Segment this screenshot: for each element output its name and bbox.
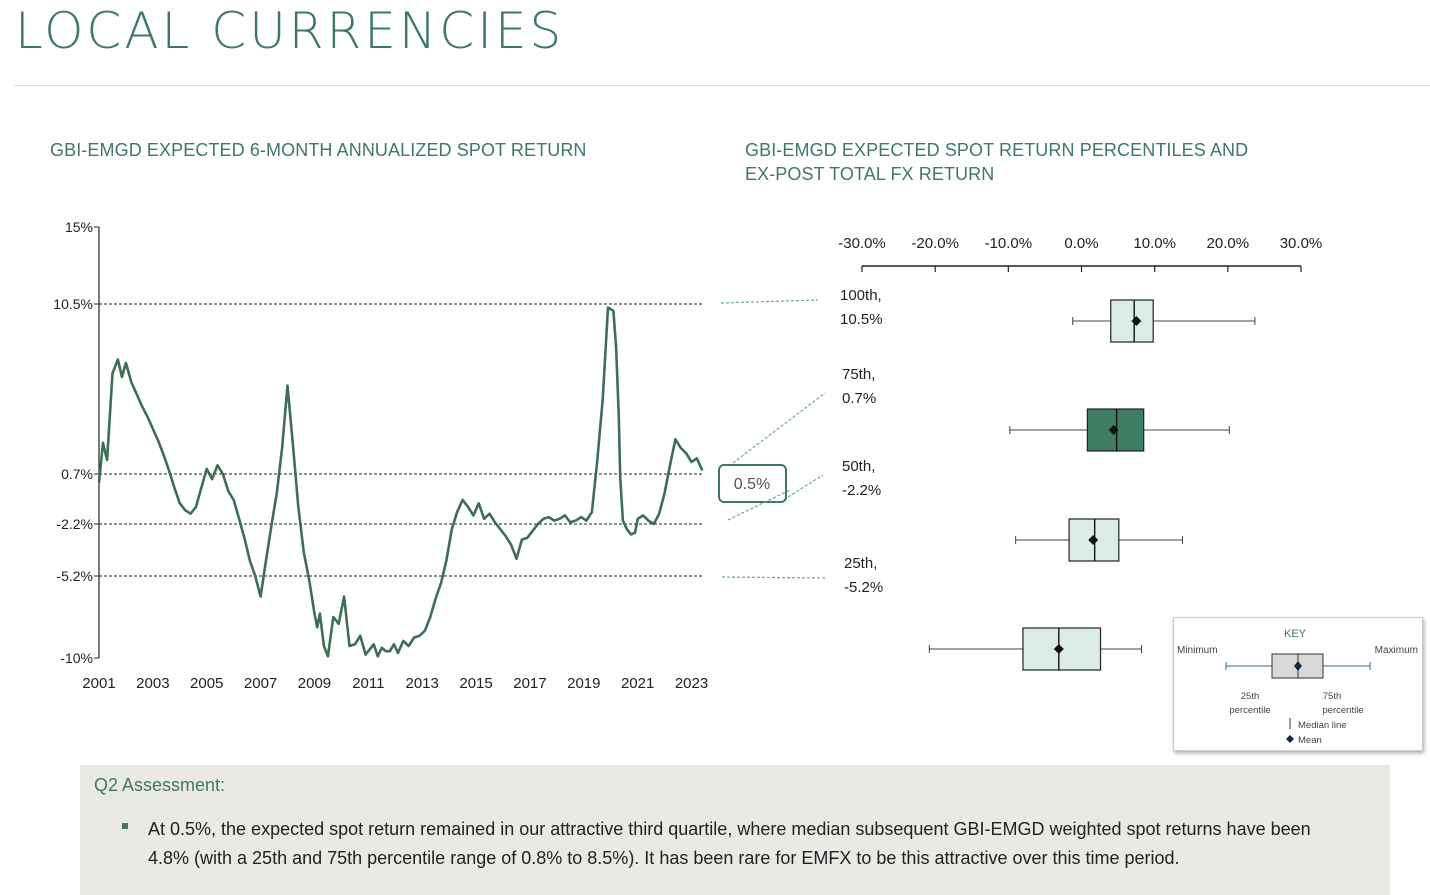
percentile-label: 50th,	[842, 458, 875, 475]
boxplot-row: 25th, -5.2%	[844, 555, 1142, 671]
boxplot-x-tick-label: -20.0%	[911, 235, 959, 252]
boxplot-x-tick-label: 30.0%	[1280, 235, 1323, 252]
y-tick-label: -10%	[60, 650, 93, 666]
key-title: KEY	[1284, 628, 1307, 640]
key-75th-percentile-label: percentile	[1322, 705, 1363, 716]
mean-marker	[1108, 425, 1119, 435]
current-value-label: 0.5%	[734, 476, 770, 493]
boxplot-x-tick-label: -10.0%	[985, 235, 1033, 252]
key-minimum-label: Minimum	[1177, 645, 1218, 656]
x-tick-label: 2007	[244, 675, 277, 692]
boxplot-key-canvas: KEY Minimum Maximum 25th percentile 75th perce…	[1177, 628, 1418, 746]
bullet-marker	[122, 823, 128, 829]
connector-50th-lower	[727, 489, 791, 521]
key-mean-sample	[1286, 735, 1294, 743]
boxplot-row: 50th, -2.2%	[842, 458, 1183, 562]
boxplot-key: KEY Minimum Maximum 25th percentile 75th perce…	[1173, 617, 1423, 751]
connector-50th	[787, 474, 824, 498]
y-tick-label: -2.2%	[56, 516, 93, 532]
y-tick-label: 15%	[65, 219, 93, 235]
percentile-value-label: -5.2%	[844, 579, 883, 596]
line-chart-title: GBI-EMGD EXPECTED 6-MONTH ANNUALIZED SPO…	[50, 138, 587, 162]
boxplot-x-tick-label: 0.0%	[1064, 235, 1098, 252]
percentile-label: 25th,	[844, 555, 877, 572]
connector-100th	[720, 299, 819, 304]
x-tick-label: 2017	[513, 675, 546, 692]
mean-marker	[1088, 535, 1099, 545]
line-chart-title-line: GBI-EMGD EXPECTED 6-MONTH ANNUALIZED SPO…	[50, 140, 587, 160]
x-tick-label: 2021	[621, 675, 654, 692]
key-mean-label: Mean	[1298, 735, 1322, 746]
x-tick-label: 2005	[190, 675, 223, 692]
boxplot-chart-title-line-1: GBI-EMGD EXPECTED SPOT RETURN PERCENTILE…	[745, 140, 1249, 160]
key-75th-label: 75th	[1323, 691, 1342, 702]
percentile-connectors	[720, 299, 828, 579]
mean-marker	[1131, 316, 1142, 326]
x-tick-label: 2001	[82, 675, 115, 692]
key-median-label: Median line	[1298, 720, 1347, 731]
charts-canvas: 15% 10.5% 0.7% -2.2% -5.2% -10% 2001 2003 2005 20…	[53, 219, 1323, 692]
x-tick-label: 2013	[406, 675, 439, 692]
y-tick-label: -5.2%	[56, 568, 93, 584]
x-tick-label: 2009	[298, 675, 331, 692]
percentile-value-label: 0.7%	[842, 390, 876, 407]
key-25th-percentile-label: percentile	[1229, 705, 1270, 716]
key-mean-marker	[1294, 661, 1302, 671]
boxplot-row: 100th, 10.5%	[840, 287, 1256, 343]
percentile-label: 75th,	[842, 366, 875, 383]
connector-75th	[732, 392, 826, 464]
x-tick-label: 2023	[675, 675, 708, 692]
x-tick-label: 2019	[567, 675, 600, 692]
key-25th-label: 25th	[1241, 691, 1260, 702]
assessment-bullet: At 0.5%, the expected spot return remain…	[148, 819, 1311, 868]
boxplot-row: 75th, 0.7%	[842, 366, 1230, 452]
boxplot-chart: -30.0% -20.0% -10.0% 0.0% 10.0% 20.0% 30.0% 100…	[838, 235, 1323, 671]
line-chart: 15% 10.5% 0.7% -2.2% -5.2% -10% 2001 2003 2005 20…	[53, 219, 787, 692]
boxplot-x-tick-label: 10.0%	[1133, 235, 1176, 252]
connector-25th	[721, 576, 828, 579]
x-tick-label: 2011	[352, 675, 384, 692]
title-divider	[14, 85, 1430, 86]
percentile-label: 100th,	[840, 287, 882, 304]
x-tick-label: 2003	[136, 675, 169, 692]
boxplot-x-tick-label: -30.0%	[838, 235, 886, 252]
boxplot-chart-title: GBI-EMGD EXPECTED SPOT RETURN PERCENTILE…	[745, 138, 1248, 186]
boxplot-x-tick-label: 20.0%	[1207, 235, 1250, 252]
assessment-title: Q2 Assessment:	[94, 775, 226, 795]
boxplot-chart-title-line-2: EX-POST TOTAL FX RETURN	[745, 164, 995, 184]
y-tick-label: 10.5%	[53, 296, 93, 312]
mean-marker	[1053, 644, 1064, 654]
page-title: LOCAL CURRENCIES	[15, 2, 565, 60]
key-maximum-label: Maximum	[1375, 645, 1418, 656]
assessment-panel: Q2 Assessment: At 0.5%, the expected spo…	[80, 765, 1390, 895]
y-tick-label: 0.7%	[61, 466, 93, 482]
x-tick-label: 2015	[459, 675, 492, 692]
percentile-value-label: -2.2%	[842, 482, 881, 499]
percentile-value-label: 10.5%	[840, 311, 883, 328]
spot-return-series-line	[97, 306, 704, 658]
current-value-callout-box	[718, 464, 787, 503]
